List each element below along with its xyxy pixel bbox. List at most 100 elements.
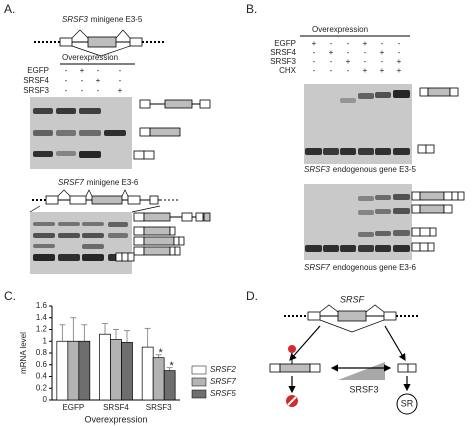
splice-arc — [365, 304, 385, 313]
significance-mark: * — [170, 360, 175, 372]
arrow — [384, 325, 406, 362]
exon-box — [427, 87, 451, 97]
gel-band — [375, 245, 391, 252]
gel-subtitle: endogenous gene E3-5 — [333, 165, 417, 174]
gel-band — [33, 244, 55, 248]
legend-swatch — [191, 365, 207, 375]
gel-title: SRSF7 minigene E3-6 — [58, 178, 139, 187]
gel-band — [56, 108, 76, 114]
treatment-sign: + — [346, 57, 351, 66]
y-tick-label: 1.6 — [36, 301, 48, 310]
treatment-sign: + — [80, 66, 85, 75]
gel-subtitle: minigene E3-6 — [87, 178, 139, 187]
gel-band — [79, 130, 101, 136]
gel-band — [323, 148, 339, 155]
zoom-line — [131, 205, 161, 213]
exon-box — [417, 144, 427, 154]
row-label: SRSF3 — [23, 86, 49, 95]
exon-box — [383, 311, 397, 321]
exon-box — [143, 150, 155, 160]
exon-box — [69, 195, 87, 205]
gel-title: SRSF3 endogenous gene E3-5 — [304, 165, 417, 174]
gel-band — [108, 222, 128, 227]
exon-box — [133, 226, 145, 236]
exon-box — [425, 144, 435, 154]
gel-band — [33, 233, 55, 238]
gel-band — [375, 148, 391, 155]
exon-box — [279, 363, 311, 373]
treatment-sign: - — [65, 86, 68, 95]
gel-band — [82, 222, 104, 226]
exon-box — [143, 246, 171, 256]
stop-codon — [288, 345, 296, 353]
treatment-sign: - — [364, 57, 367, 66]
y-tick-label: 1 — [43, 336, 48, 345]
gel-band — [305, 245, 322, 252]
exon-box — [169, 226, 176, 236]
splice-arc — [319, 319, 385, 333]
overexpression-label: Overexpression — [312, 25, 368, 34]
treatment-sign: - — [81, 76, 84, 85]
exon-box — [411, 204, 421, 214]
splice-arc — [115, 29, 131, 39]
bar — [56, 340, 69, 401]
treatment-sign: - — [97, 86, 100, 95]
treatment-sign: - — [313, 57, 316, 66]
exon-box — [307, 311, 321, 321]
treatment-sign: + — [312, 39, 317, 48]
gel-band — [358, 232, 374, 237]
legend-swatch — [191, 377, 207, 387]
exon-box — [269, 363, 281, 373]
treatment-sign: + — [397, 66, 402, 75]
x-tick-label: SRSF3 — [146, 403, 172, 412]
panel-label: B. — [246, 2, 257, 16]
treatment-sign: + — [380, 66, 385, 75]
gel-band — [82, 244, 104, 249]
gel-band — [375, 92, 391, 98]
gel-band — [393, 208, 410, 214]
treatment-sign: + — [96, 76, 101, 85]
factor-label: SRSF3 — [349, 384, 378, 394]
legend-label: SRSF7 — [210, 377, 236, 386]
gel-band — [393, 90, 410, 98]
exon-box — [143, 236, 175, 246]
exon-box — [164, 99, 193, 109]
exon-box — [419, 227, 431, 237]
gel-band — [358, 245, 374, 252]
splice-arc — [121, 189, 129, 197]
bar — [67, 340, 80, 401]
exon-box — [45, 195, 59, 205]
exon-box — [195, 212, 204, 222]
x-tick-label: SRSF4 — [103, 403, 129, 412]
treatment-sign: - — [398, 48, 401, 57]
treatment-sign: + — [118, 86, 123, 95]
gel-band — [58, 222, 80, 226]
exon-box — [451, 191, 459, 201]
y-axis-label: mRNA level — [19, 332, 28, 374]
gel-band — [56, 130, 76, 136]
panel-label: C. — [4, 289, 16, 303]
treatment-sign: + — [397, 57, 402, 66]
gel-band — [58, 233, 80, 238]
y-tick-label: 1.2 — [36, 325, 48, 334]
bar — [152, 357, 165, 401]
significance-mark: * — [159, 347, 164, 359]
gel-band — [323, 245, 339, 252]
exon-box — [443, 191, 453, 201]
gene-name: SRSF — [340, 294, 365, 304]
treatment-sign: - — [330, 66, 333, 75]
x-tick-label: EGFP — [62, 403, 84, 412]
exon-box — [115, 252, 123, 262]
treatment-sign: - — [364, 48, 367, 57]
row-label: SRSF4 — [23, 76, 49, 85]
exon-box — [397, 363, 409, 373]
splice-arc — [85, 189, 93, 197]
exon-box — [411, 242, 421, 252]
bar — [99, 333, 111, 401]
treatment-sign: - — [119, 66, 122, 75]
exon-box — [203, 212, 211, 222]
exon-box — [309, 363, 321, 373]
gel-band — [375, 195, 391, 200]
overexpression-label: Overexpression — [62, 53, 118, 62]
